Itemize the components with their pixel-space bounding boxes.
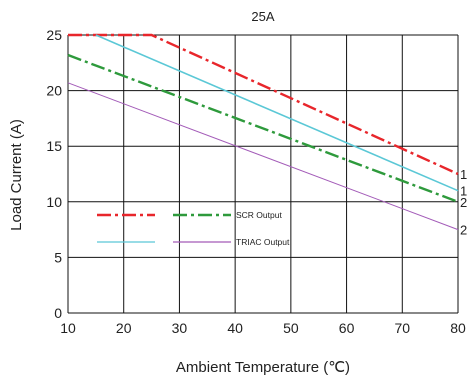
x-tick-label: 30 <box>172 320 188 336</box>
legend: SCR Output TRIAC Output <box>97 210 290 247</box>
y-tick-label: 25 <box>46 27 62 43</box>
x-tick-label: 60 <box>339 320 355 336</box>
series-line <box>67 82 459 231</box>
grid-lines <box>67 34 459 314</box>
series-line <box>95 34 459 192</box>
series-lines <box>67 33 459 231</box>
series-end-label: 2 <box>460 195 467 210</box>
series-end-label: 1 <box>460 167 467 182</box>
x-axis-label: Ambient Temperature (℃) <box>176 359 350 376</box>
x-tick-labels: 10 20 30 40 50 60 70 80 <box>60 320 466 336</box>
series-end-label: 2 <box>460 223 467 238</box>
y-tick-label: 0 <box>54 305 62 321</box>
y-tick-label: 5 <box>54 249 62 265</box>
y-tick-label: 15 <box>46 138 62 154</box>
y-tick-labels: 0 5 10 15 20 25 <box>46 27 62 321</box>
x-tick-label: 10 <box>60 320 76 336</box>
chart-title: 25A <box>251 9 274 24</box>
x-tick-label: 40 <box>227 320 243 336</box>
x-tick-label: 20 <box>116 320 132 336</box>
series-line <box>67 53 459 203</box>
y-tick-label: 10 <box>46 194 62 210</box>
x-tick-label: 70 <box>394 320 410 336</box>
y-tick-label: 20 <box>46 83 62 99</box>
legend-label: SCR Output <box>236 210 282 220</box>
x-tick-label: 80 <box>450 320 466 336</box>
y-axis-label: Load Current (A) <box>8 119 25 231</box>
legend-label: TRIAC Output <box>236 237 290 247</box>
series-end-label: 1 <box>460 184 467 199</box>
x-tick-label: 50 <box>283 320 299 336</box>
